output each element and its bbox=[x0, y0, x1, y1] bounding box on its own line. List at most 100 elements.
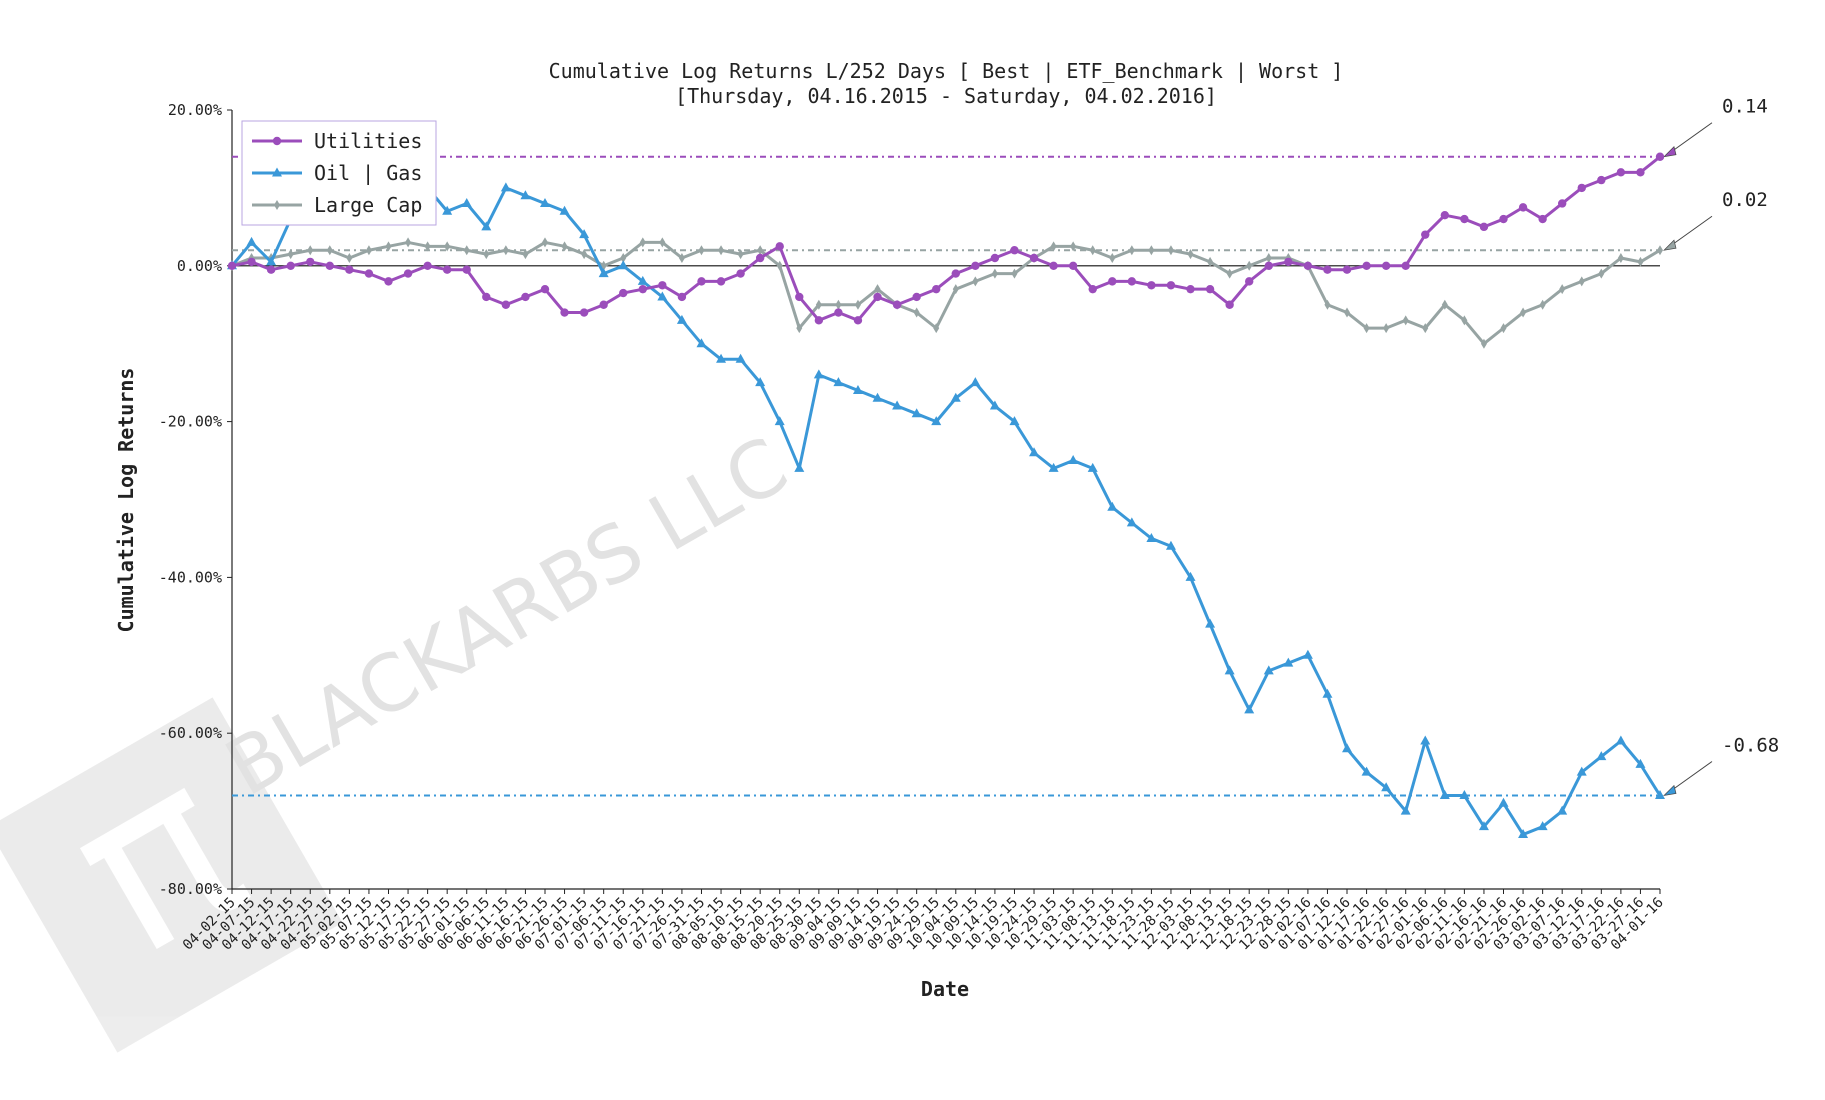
point bbox=[1108, 277, 1117, 286]
point bbox=[274, 200, 280, 210]
point bbox=[1657, 245, 1663, 256]
point bbox=[463, 245, 470, 256]
point bbox=[287, 249, 294, 260]
point bbox=[461, 197, 472, 207]
point bbox=[1283, 657, 1294, 667]
point bbox=[539, 197, 550, 207]
point bbox=[892, 300, 902, 309]
point bbox=[1226, 268, 1233, 279]
point bbox=[286, 261, 295, 270]
chart-subtitle: [Thursday, 04.16.2015 - Saturday, 04.02.… bbox=[675, 84, 1217, 108]
point bbox=[561, 241, 568, 252]
point bbox=[716, 353, 727, 363]
point bbox=[932, 284, 941, 294]
annotation-arrowhead bbox=[1662, 239, 1677, 251]
line bbox=[231, 155, 1661, 322]
point bbox=[1637, 256, 1644, 267]
point bbox=[913, 307, 920, 318]
annotation-arrow bbox=[1669, 761, 1713, 792]
point bbox=[1303, 261, 1313, 270]
annotation: 0.14 bbox=[1722, 96, 1768, 118]
point bbox=[1518, 828, 1529, 838]
point bbox=[1617, 253, 1624, 264]
y-tick-label: -80.00% bbox=[159, 880, 222, 898]
point bbox=[1537, 821, 1548, 831]
point bbox=[579, 308, 589, 317]
point bbox=[442, 205, 453, 215]
point bbox=[776, 260, 783, 271]
point bbox=[1576, 766, 1587, 776]
point bbox=[971, 261, 980, 270]
point bbox=[970, 377, 981, 387]
point bbox=[1009, 416, 1020, 426]
point bbox=[911, 408, 922, 418]
point bbox=[326, 245, 333, 256]
point bbox=[520, 190, 531, 200]
point bbox=[872, 392, 883, 402]
point bbox=[931, 416, 942, 426]
point bbox=[1479, 222, 1489, 232]
point bbox=[481, 221, 492, 231]
point bbox=[384, 277, 393, 286]
legend-label: Large Cap bbox=[314, 193, 422, 217]
point bbox=[560, 308, 569, 317]
point bbox=[247, 257, 256, 267]
point bbox=[1264, 261, 1273, 270]
point bbox=[1166, 281, 1176, 290]
point bbox=[991, 268, 998, 279]
point bbox=[1615, 735, 1626, 745]
point bbox=[266, 265, 276, 274]
point bbox=[698, 245, 705, 256]
point bbox=[1048, 462, 1059, 472]
point bbox=[1165, 540, 1176, 550]
point bbox=[755, 377, 766, 387]
point bbox=[796, 323, 803, 334]
y-tick-label: -20.00% bbox=[159, 413, 222, 431]
point bbox=[1635, 758, 1646, 768]
x-axis-label: Date bbox=[921, 977, 969, 1001]
y-tick-label: 0.00% bbox=[177, 257, 222, 275]
annotation: -0.68 bbox=[1722, 735, 1779, 757]
point bbox=[1559, 284, 1566, 295]
point bbox=[659, 237, 666, 248]
point bbox=[619, 288, 628, 298]
point bbox=[892, 400, 903, 410]
series bbox=[229, 237, 1663, 349]
point bbox=[307, 245, 314, 256]
point bbox=[755, 253, 765, 263]
point bbox=[385, 241, 392, 252]
point bbox=[423, 261, 432, 270]
point bbox=[775, 242, 784, 251]
point bbox=[620, 253, 627, 264]
point bbox=[933, 323, 940, 334]
point bbox=[1109, 253, 1116, 264]
point bbox=[912, 292, 921, 302]
point bbox=[1440, 210, 1450, 220]
point bbox=[1480, 338, 1487, 349]
point bbox=[1478, 821, 1489, 831]
y-axis-label: Cumulative Log Returns bbox=[114, 368, 138, 633]
point bbox=[795, 292, 804, 302]
line bbox=[230, 186, 1662, 836]
point bbox=[952, 284, 959, 295]
point bbox=[1557, 199, 1567, 208]
point bbox=[1245, 277, 1254, 286]
point bbox=[1088, 284, 1097, 294]
point bbox=[246, 236, 257, 246]
y-tick-label: 20.00% bbox=[168, 101, 222, 119]
point bbox=[736, 269, 745, 278]
point bbox=[541, 237, 548, 248]
point bbox=[403, 269, 413, 278]
point bbox=[444, 241, 451, 252]
point bbox=[1598, 268, 1605, 279]
point bbox=[1225, 300, 1234, 309]
point bbox=[364, 269, 374, 278]
point bbox=[1246, 260, 1253, 271]
point bbox=[658, 281, 667, 290]
point bbox=[1400, 805, 1411, 815]
point bbox=[1520, 307, 1527, 318]
point bbox=[462, 265, 471, 274]
point bbox=[874, 284, 881, 295]
point bbox=[1616, 168, 1626, 177]
